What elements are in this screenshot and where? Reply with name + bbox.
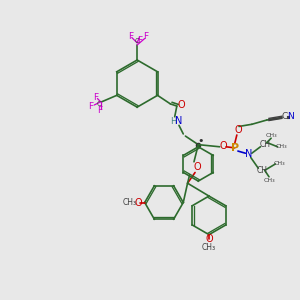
Text: F: F bbox=[143, 32, 148, 41]
Text: P: P bbox=[231, 143, 239, 153]
Text: O: O bbox=[177, 100, 185, 110]
Text: O: O bbox=[205, 234, 213, 244]
Text: F: F bbox=[137, 36, 142, 45]
Text: C: C bbox=[135, 38, 140, 44]
Text: O: O bbox=[234, 124, 242, 135]
Text: N: N bbox=[175, 116, 183, 126]
Text: C: C bbox=[282, 112, 288, 121]
Text: N: N bbox=[245, 149, 252, 159]
Text: CH₃: CH₃ bbox=[276, 144, 288, 149]
Text: CH: CH bbox=[257, 166, 268, 175]
Text: CH₃: CH₃ bbox=[263, 178, 275, 182]
Text: •: • bbox=[197, 136, 204, 146]
Text: F: F bbox=[128, 32, 133, 41]
Text: C: C bbox=[96, 101, 101, 107]
Text: CH₃: CH₃ bbox=[123, 198, 137, 207]
Text: CH₃: CH₃ bbox=[202, 243, 216, 252]
Text: F: F bbox=[88, 102, 94, 111]
Text: F: F bbox=[93, 93, 98, 102]
Text: CH: CH bbox=[259, 140, 270, 149]
Text: O: O bbox=[219, 141, 227, 151]
Text: O: O bbox=[134, 197, 142, 208]
Text: CH₃: CH₃ bbox=[265, 133, 277, 137]
Text: H: H bbox=[170, 117, 177, 126]
Text: O: O bbox=[194, 162, 201, 172]
Text: CH₃: CH₃ bbox=[274, 161, 286, 166]
Text: F: F bbox=[97, 106, 102, 115]
Text: N: N bbox=[287, 112, 294, 121]
